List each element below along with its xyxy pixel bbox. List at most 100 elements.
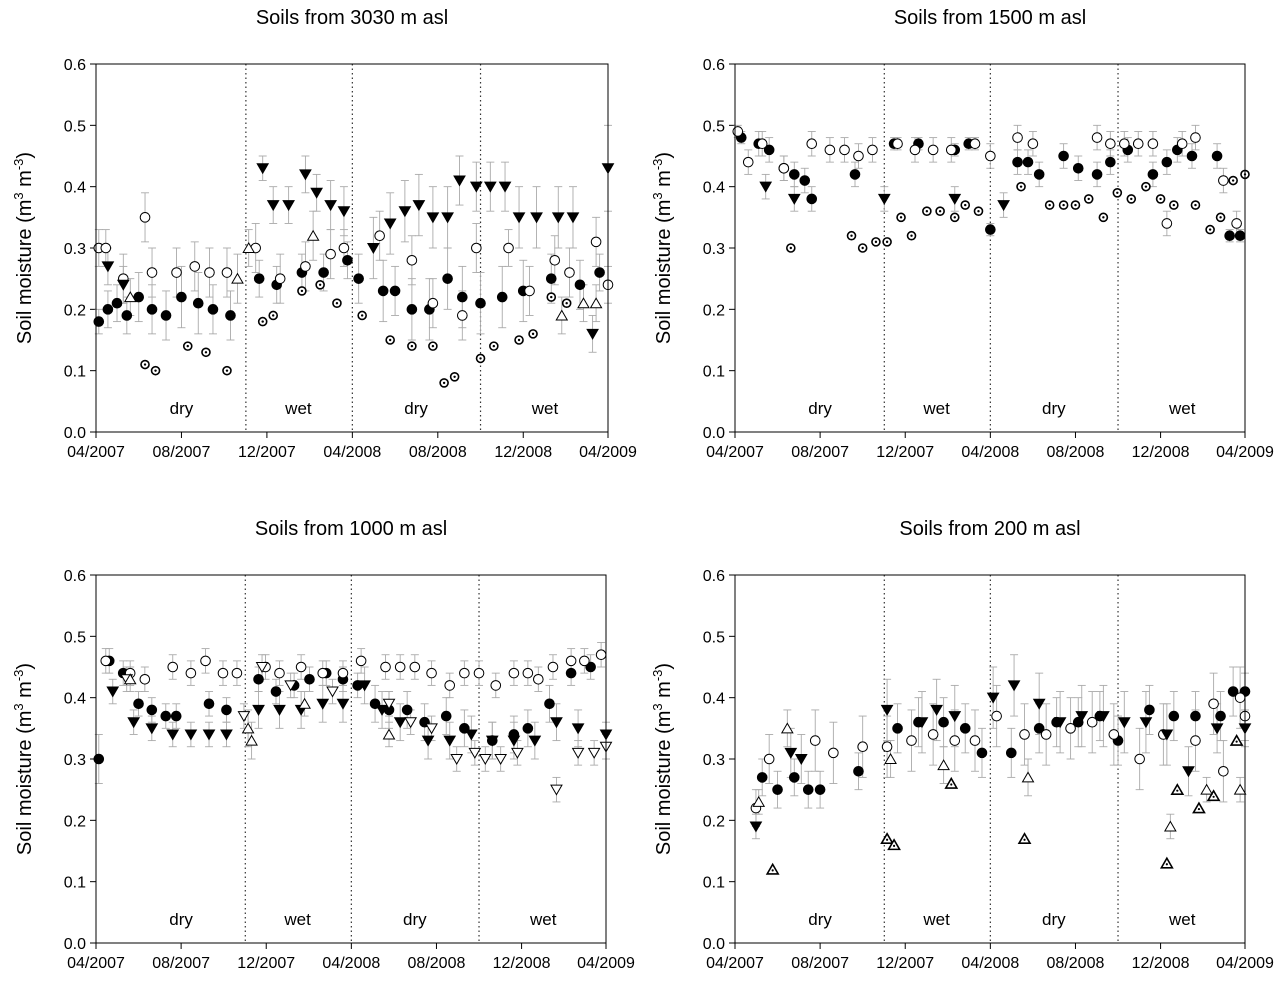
data-point-filled-triangle-down [948, 193, 962, 205]
data-point-dotted-triangle-up [1017, 832, 1032, 845]
data-point-open-circle [595, 649, 607, 661]
data-point-filled-triangle-down [453, 175, 466, 187]
data-point-filled-circle [457, 291, 468, 303]
data-point-filled-triangle-down [530, 212, 543, 224]
data-point-filled-circle [756, 772, 768, 783]
data-point-filled-triangle-down [483, 181, 497, 193]
data-point-open-circle [867, 144, 878, 156]
x-tick-label: 04/2007 [706, 955, 764, 972]
data-point-filled-triangle-down [464, 729, 478, 741]
data-point-filled-triangle-down [266, 200, 280, 212]
data-point-open-circle [1019, 729, 1030, 740]
data-point-open-circle [189, 261, 201, 272]
data-point-open-circle [337, 667, 349, 679]
data-point-filled-circle [594, 267, 605, 278]
data-point-open-circle [426, 667, 437, 679]
data-point-open-circle [991, 710, 1002, 722]
data-point-filled-triangle-down [184, 729, 198, 741]
data-point-filled-circle [389, 285, 401, 297]
data-point-dotted-circle [896, 212, 906, 223]
data-point-open-circle [824, 144, 836, 156]
data-point-filled-triangle-down [877, 193, 891, 205]
data-point-filled-circle [1190, 710, 1201, 722]
data-point-open-circle [100, 655, 112, 667]
data-point-open-circle [146, 267, 158, 278]
x-tick-label: 04/2008 [961, 955, 1019, 972]
x-tick-label: 08/2007 [152, 955, 210, 972]
y-tick-label: 0.3 [64, 752, 86, 769]
y-tick-label: 0.1 [64, 875, 86, 892]
data-point-filled-circle [270, 686, 282, 697]
data-point-open-triangle-up [752, 795, 766, 807]
season-label: wet [922, 399, 950, 418]
data-point-filled-circle [814, 784, 826, 795]
data-point-dotted-triangle-up [1229, 734, 1244, 746]
data-point-open-circle [732, 126, 744, 137]
data-point-open-circle [547, 661, 559, 673]
data-point-dotted-circle [407, 341, 417, 351]
data-point-open-triangle-down [255, 662, 269, 673]
data-point-filled-circle [203, 698, 215, 710]
y-tick-label: 0.6 [64, 57, 86, 74]
data-point-open-circle [881, 741, 893, 753]
data-point-open-circle [427, 297, 439, 309]
data-point-filled-triangle-down [375, 704, 389, 716]
data-point-dotted-circle [297, 286, 307, 296]
data-point-filled-circle [806, 193, 818, 205]
data-point-filled-circle [789, 169, 800, 180]
data-point-filled-triangle-down [145, 723, 159, 735]
data-point-open-circle [579, 655, 590, 667]
data-point-dotted-triangle-up [1206, 789, 1221, 802]
data-point-filled-circle [544, 698, 555, 710]
season-label: wet [1168, 399, 1196, 418]
data-point-filled-circle [789, 772, 800, 783]
x-tick-label: 08/2008 [1047, 444, 1105, 461]
data-point-open-triangle-down [571, 747, 585, 759]
data-point-dotted-circle [1169, 200, 1179, 210]
data-point-dotted-circle [922, 206, 932, 216]
data-point-filled-triangle-down [398, 206, 412, 218]
data-point-filled-triangle-down [337, 206, 351, 218]
data-point-open-circle [857, 741, 868, 753]
data-point-filled-triangle-down [441, 212, 454, 224]
data-point-filled-triangle-down [997, 200, 1010, 212]
data-point-open-triangle-up [298, 697, 311, 709]
data-point-filled-triangle-down [166, 729, 180, 741]
data-point-open-circle [590, 236, 602, 248]
data-point-open-circle [1147, 138, 1159, 150]
data-point-filled-circle [146, 304, 158, 315]
data-point-dotted-circle [475, 353, 486, 364]
data-point-open-circle [409, 661, 421, 673]
data-point-dotted-triangle-up [887, 838, 901, 851]
data-point-filled-triangle-down [485, 735, 499, 747]
y-tick-label: 0.5 [64, 118, 86, 135]
data-point-filled-triangle-down [880, 704, 894, 716]
season-label: wet [531, 399, 559, 418]
data-point-open-circle [522, 667, 534, 679]
data-point-filled-circle [1072, 162, 1084, 174]
data-point-filled-circle [976, 747, 988, 759]
data-point-filled-circle [170, 710, 182, 722]
data-point-dotted-circle [871, 237, 881, 247]
data-point-dotted-circle [1098, 212, 1109, 223]
data-point-filled-circle [225, 310, 236, 321]
data-point-open-circle [1012, 132, 1023, 143]
plot-frame [95, 574, 607, 944]
data-point-dotted-circle [1126, 194, 1137, 204]
chart-panel-4: Soils from 200 m asl Soil moisture (m3 m-… [650, 518, 1274, 972]
data-point-filled-triangle-down [366, 243, 380, 254]
y-tick-label: 0.0 [703, 936, 725, 953]
season-label: dry [808, 399, 832, 418]
data-point-dotted-circle [935, 206, 945, 216]
y-tick-label: 0.5 [64, 629, 86, 646]
data-point-filled-circle [133, 291, 145, 303]
data-point-filled-circle [565, 667, 577, 679]
data-point-filled-circle [772, 784, 783, 795]
chart-title: Soils from 1000 m asl [255, 518, 447, 540]
data-point-open-triangle-up [1021, 771, 1035, 783]
data-point-dotted-circle [1215, 212, 1226, 223]
x-tick-label: 08/2007 [791, 444, 849, 461]
data-point-filled-circle [763, 144, 775, 156]
plot-frame [95, 63, 609, 433]
data-point-open-circle [1134, 753, 1145, 765]
